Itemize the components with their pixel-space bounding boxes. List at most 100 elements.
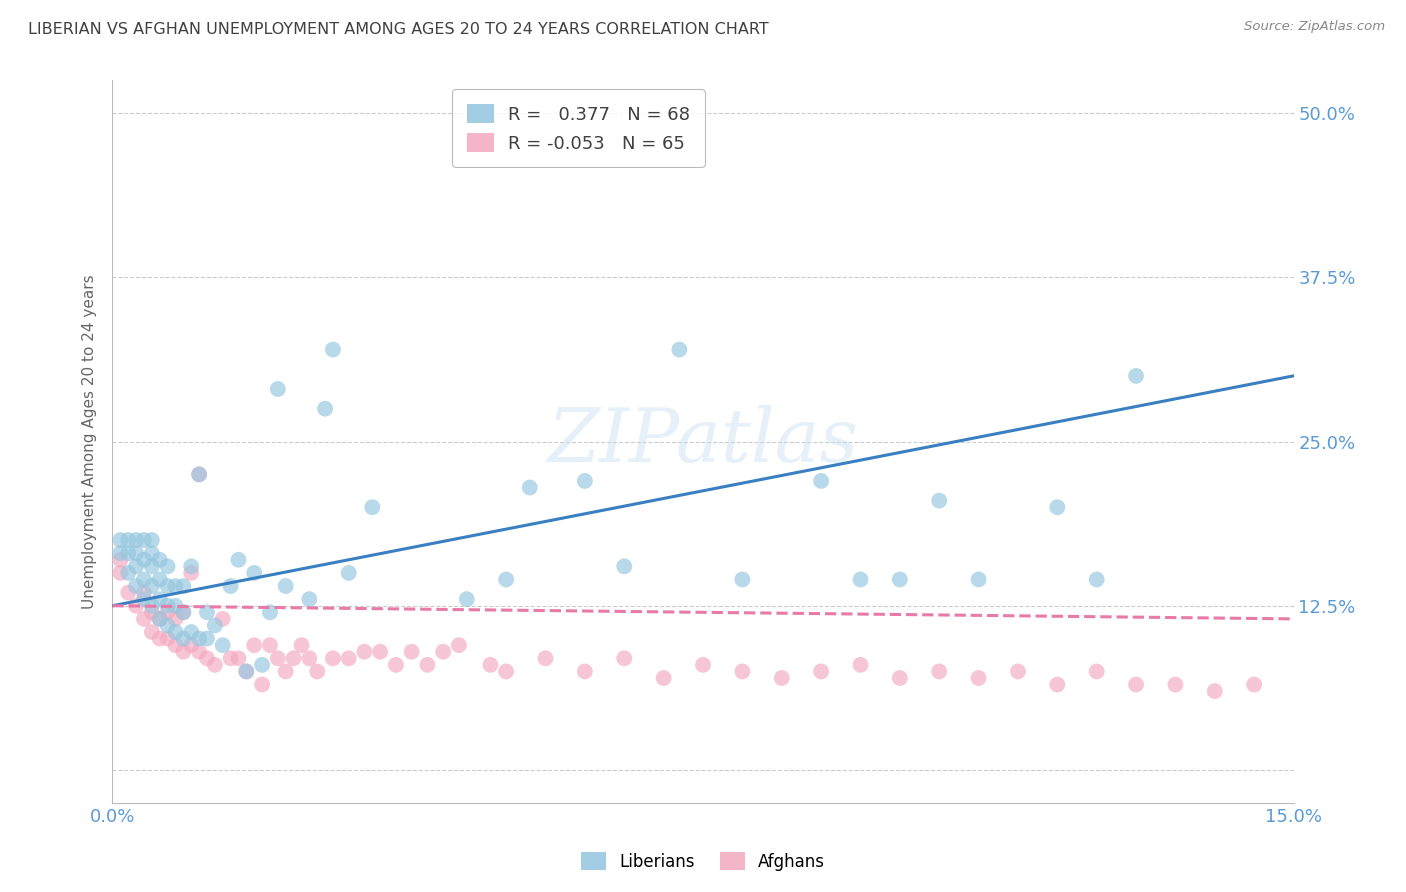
Point xyxy=(156,605,179,619)
Point xyxy=(267,382,290,396)
Point xyxy=(613,559,636,574)
Point xyxy=(250,657,273,672)
Point xyxy=(574,474,596,488)
Point xyxy=(219,651,242,665)
Point xyxy=(810,665,832,679)
Point xyxy=(132,592,155,607)
Point xyxy=(188,467,211,482)
Point xyxy=(125,559,148,574)
Point xyxy=(195,632,218,646)
Point xyxy=(110,553,132,567)
Point xyxy=(149,612,172,626)
Point xyxy=(1046,500,1069,515)
Point xyxy=(195,605,218,619)
Point xyxy=(141,546,163,560)
Point xyxy=(156,579,179,593)
Point xyxy=(456,592,478,607)
Point xyxy=(290,638,312,652)
Point xyxy=(165,625,187,640)
Point xyxy=(132,573,155,587)
Point xyxy=(479,657,502,672)
Point xyxy=(195,651,218,665)
Point xyxy=(314,401,336,416)
Point xyxy=(180,625,202,640)
Point xyxy=(243,638,266,652)
Point xyxy=(211,612,233,626)
Point xyxy=(110,546,132,560)
Point xyxy=(149,632,172,646)
Point xyxy=(1046,677,1069,691)
Point xyxy=(141,599,163,613)
Point xyxy=(1007,665,1029,679)
Point xyxy=(322,651,344,665)
Point xyxy=(117,546,139,560)
Point xyxy=(770,671,793,685)
Point xyxy=(156,618,179,632)
Point xyxy=(267,651,290,665)
Point xyxy=(132,533,155,547)
Point xyxy=(967,573,990,587)
Point xyxy=(243,566,266,580)
Point xyxy=(1125,368,1147,383)
Point xyxy=(849,657,872,672)
Point xyxy=(810,474,832,488)
Text: ZIPatlas: ZIPatlas xyxy=(547,405,859,478)
Point xyxy=(156,632,179,646)
Point xyxy=(574,665,596,679)
Point xyxy=(1085,573,1108,587)
Point xyxy=(307,665,329,679)
Point xyxy=(259,605,281,619)
Point xyxy=(228,651,250,665)
Point xyxy=(141,625,163,640)
Point xyxy=(967,671,990,685)
Point xyxy=(613,651,636,665)
Point xyxy=(149,573,172,587)
Point xyxy=(534,651,557,665)
Point xyxy=(132,585,155,599)
Point xyxy=(110,566,132,580)
Point xyxy=(165,612,187,626)
Point xyxy=(180,559,202,574)
Point xyxy=(731,665,754,679)
Point xyxy=(401,645,423,659)
Point xyxy=(141,559,163,574)
Point xyxy=(132,612,155,626)
Point xyxy=(149,553,172,567)
Point xyxy=(172,605,194,619)
Point xyxy=(188,467,211,482)
Point xyxy=(519,481,541,495)
Point xyxy=(337,566,360,580)
Point xyxy=(368,645,391,659)
Legend: Liberians, Afghans: Liberians, Afghans xyxy=(572,844,834,880)
Point xyxy=(416,657,439,672)
Point xyxy=(1125,677,1147,691)
Point xyxy=(156,599,179,613)
Point xyxy=(141,579,163,593)
Point xyxy=(432,645,454,659)
Point xyxy=(849,573,872,587)
Point xyxy=(298,592,321,607)
Point xyxy=(125,533,148,547)
Point xyxy=(353,645,375,659)
Point xyxy=(1164,677,1187,691)
Point xyxy=(149,592,172,607)
Point xyxy=(165,579,187,593)
Legend: R =   0.377   N = 68, R = -0.053   N = 65: R = 0.377 N = 68, R = -0.053 N = 65 xyxy=(453,89,704,167)
Point xyxy=(204,618,226,632)
Point xyxy=(110,533,132,547)
Point xyxy=(172,632,194,646)
Point xyxy=(1204,684,1226,698)
Point xyxy=(117,566,139,580)
Point xyxy=(180,638,202,652)
Point xyxy=(274,665,297,679)
Point xyxy=(250,677,273,691)
Point xyxy=(337,651,360,665)
Text: Source: ZipAtlas.com: Source: ZipAtlas.com xyxy=(1244,20,1385,33)
Point xyxy=(385,657,408,672)
Point xyxy=(172,579,194,593)
Point xyxy=(211,638,233,652)
Point xyxy=(298,651,321,665)
Point xyxy=(731,573,754,587)
Point xyxy=(235,665,257,679)
Point xyxy=(928,665,950,679)
